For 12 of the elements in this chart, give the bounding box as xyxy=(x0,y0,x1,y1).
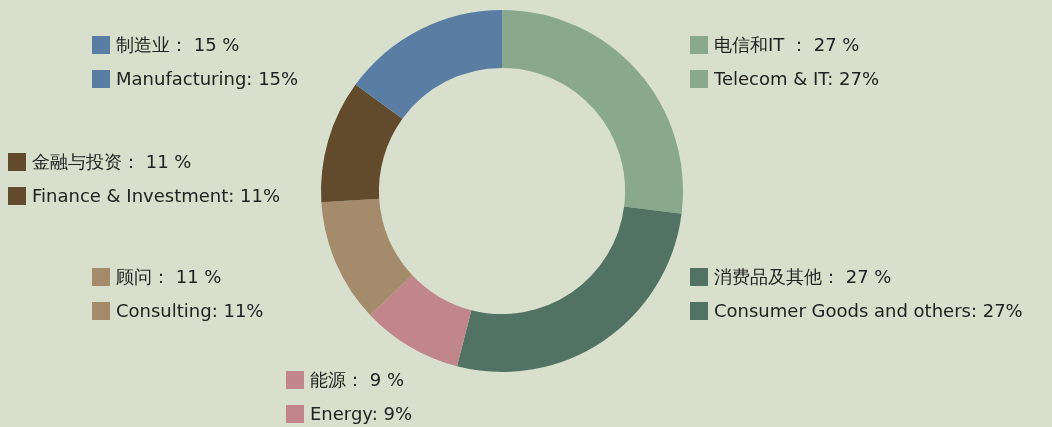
legend-label: Finance & Investment: 11% xyxy=(32,184,281,208)
text: 电信和IT ： 27 % xyxy=(714,33,860,57)
text: 能源： 9 % xyxy=(310,368,404,392)
text: 制造业： 15 % xyxy=(116,33,240,57)
legend-label: Consulting: 11% xyxy=(116,299,264,323)
text: 消费品及其他： 27 % xyxy=(714,265,892,289)
legend-label: Energy: 9% xyxy=(310,402,413,426)
legend-label: Consumer Goods and others: 27% xyxy=(714,299,1023,323)
text: 顾问： 11 % xyxy=(116,265,222,289)
legend-label: Telecom & IT: 27% xyxy=(714,67,880,91)
legend-label: Manufacturing: 15% xyxy=(116,67,299,91)
text: 金融与投资： 11 % xyxy=(32,150,192,174)
